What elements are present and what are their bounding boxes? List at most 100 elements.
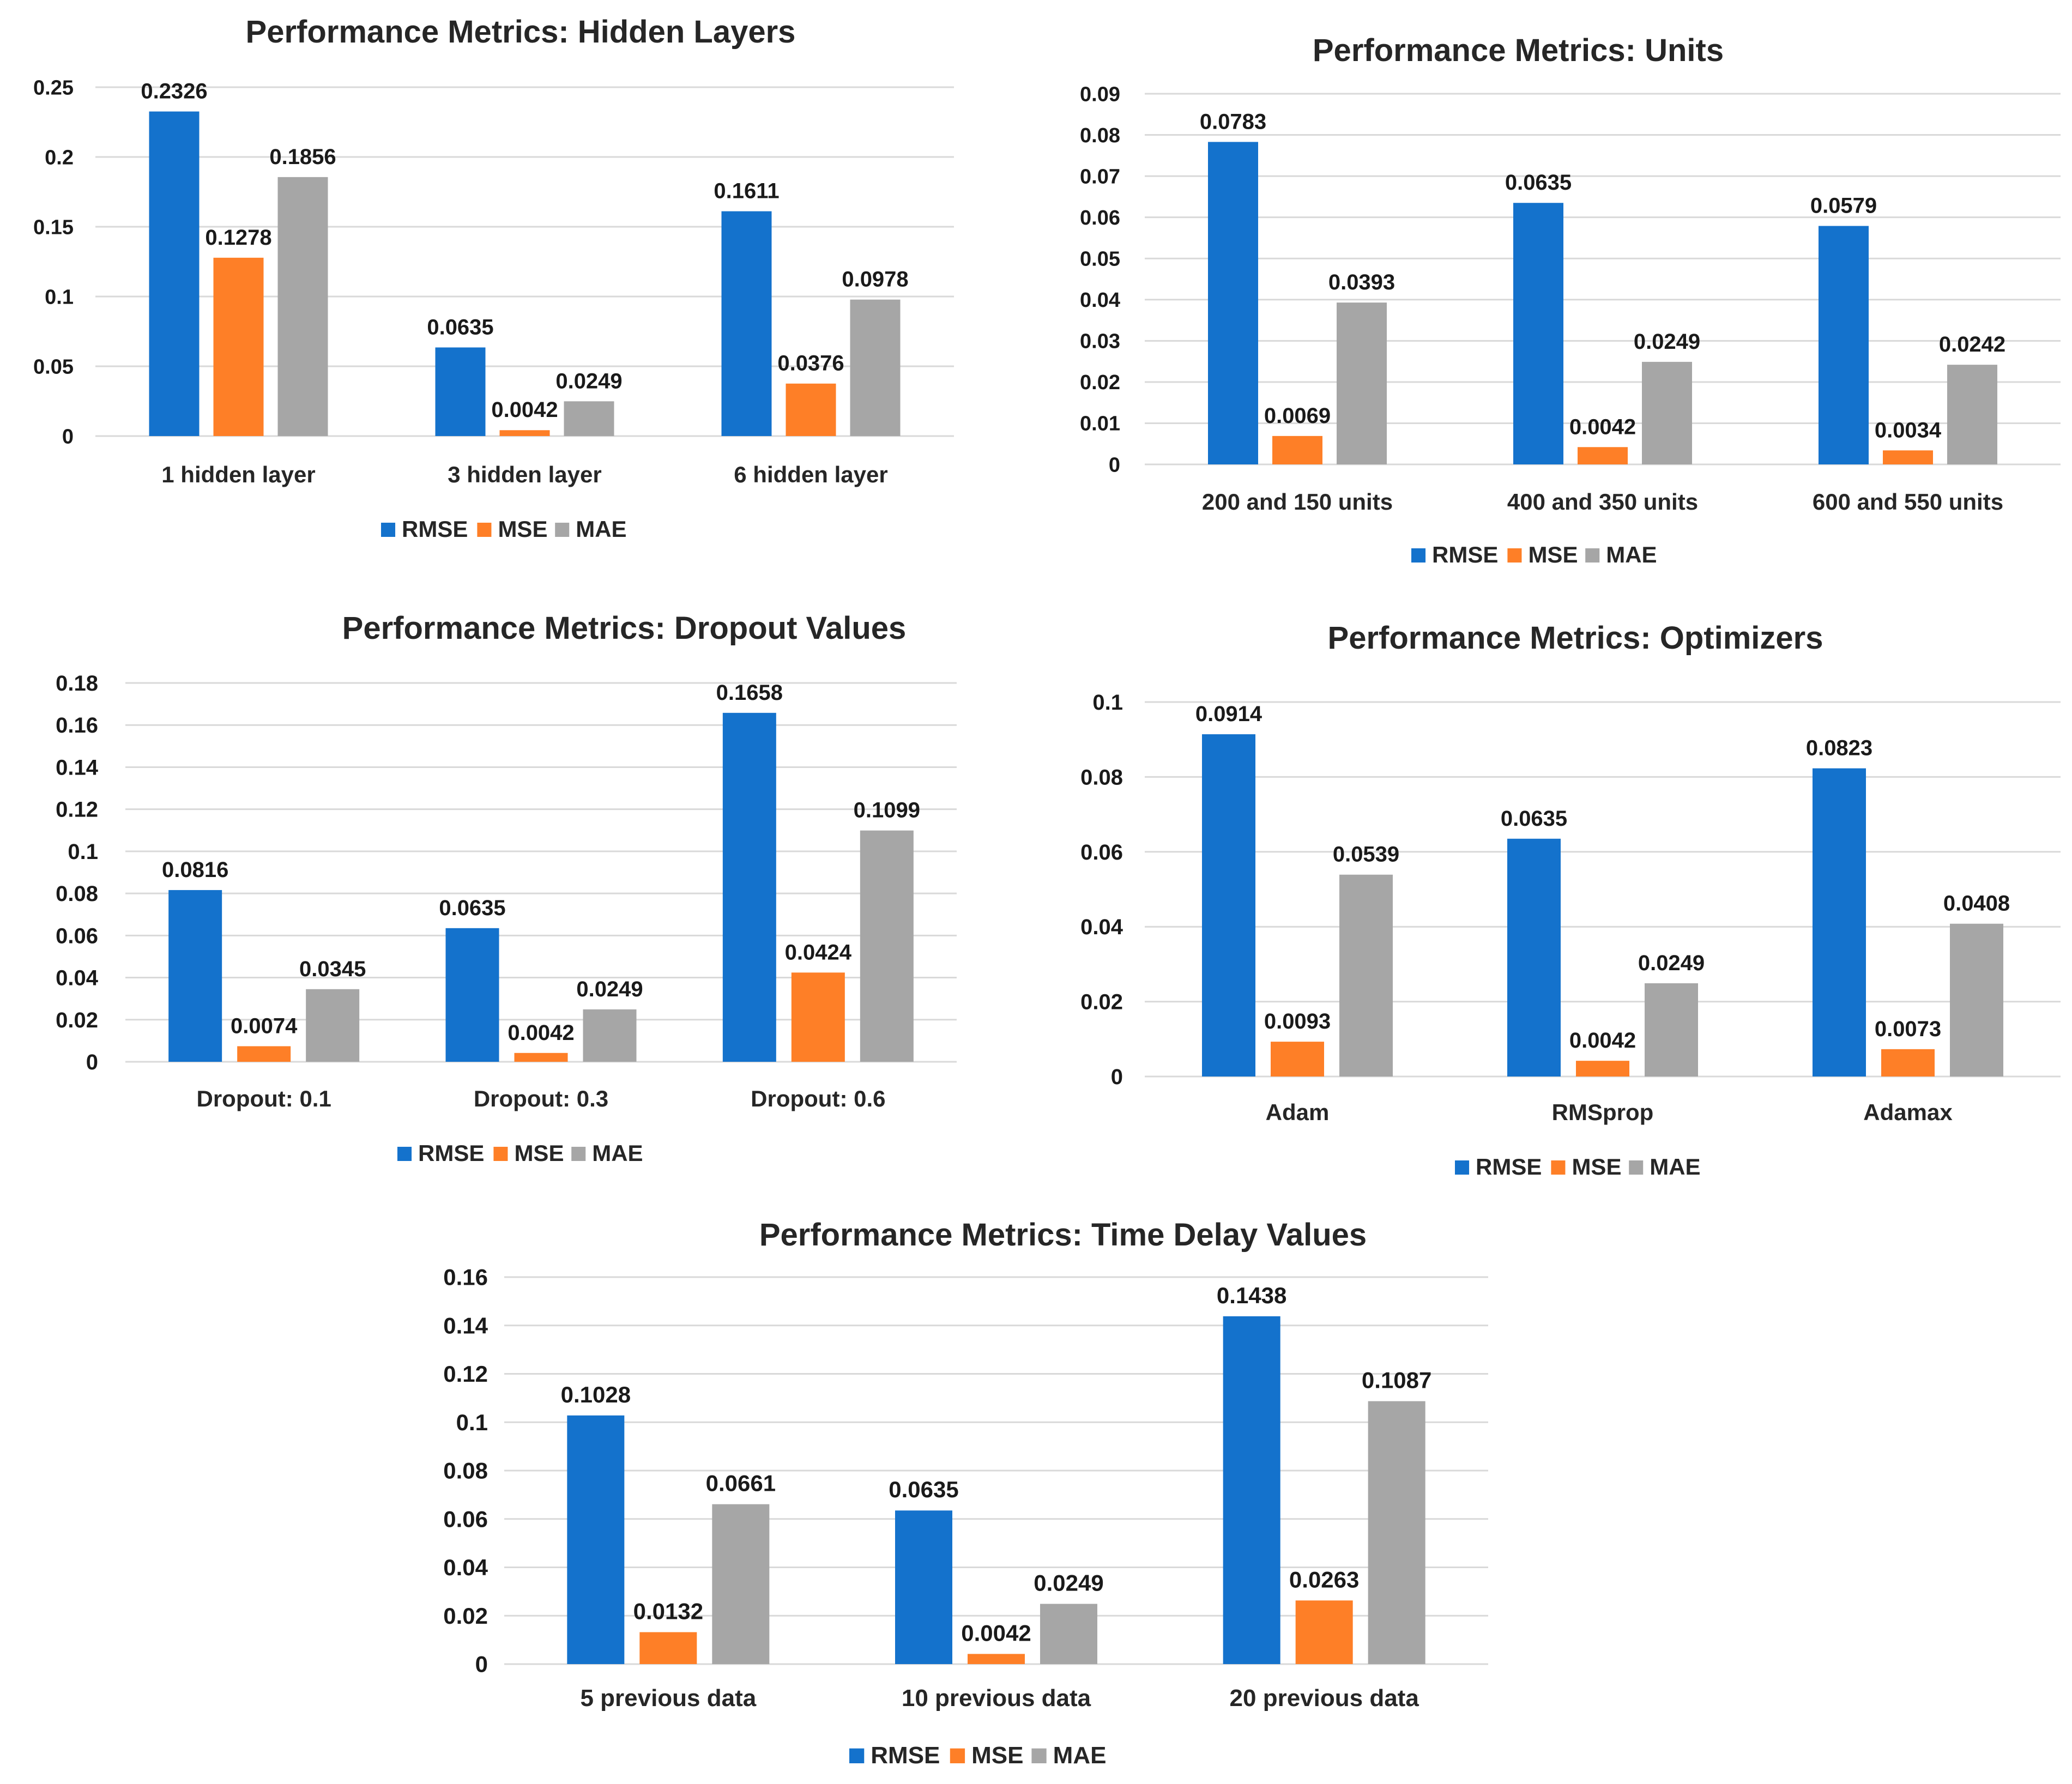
bar-mae-400-and-350-units xyxy=(1642,361,1692,464)
chart-svg: Performance Metrics: Time Delay Values 0 0… xyxy=(443,1217,1488,1769)
data-label-rmse-dropout-0-1: 0.0816 xyxy=(162,858,228,882)
legend-swatch-rmse xyxy=(397,1146,412,1161)
legend-label-mse: MSE xyxy=(971,1742,1023,1769)
bar-mae-adamax xyxy=(1950,923,2003,1077)
bar-mse-10-previous-data xyxy=(968,1654,1025,1664)
y-tick-label: 0.14 xyxy=(56,755,99,779)
y-tick-label: 0.06 xyxy=(443,1506,488,1532)
data-label-mse-adam: 0.0093 xyxy=(1264,1009,1331,1033)
data-label-mae-1-hidden-layer: 0.1856 xyxy=(269,145,336,169)
legend-swatch-rmse xyxy=(381,522,396,537)
y-tick-label: 0.14 xyxy=(443,1313,488,1338)
y-tick-label: 0.05 xyxy=(33,355,74,378)
y-tick-label: 0 xyxy=(475,1652,488,1677)
y-tick-label: 0.04 xyxy=(56,966,99,990)
y-tick-label: 0.02 xyxy=(56,1008,98,1032)
x-category-label: 200 and 150 units xyxy=(1202,489,1393,515)
x-category-label: Dropout: 0.1 xyxy=(197,1086,331,1111)
legend-label-mse: MSE xyxy=(1528,542,1578,567)
y-tick-label: 0.16 xyxy=(443,1265,488,1290)
data-label-rmse-1-hidden-layer: 0.2326 xyxy=(141,80,207,104)
bar-rmse-200-and-150-units xyxy=(1208,142,1258,464)
y-tick-label: 0.09 xyxy=(1080,83,1120,106)
legend: RMSE MSE MAE xyxy=(397,1140,643,1166)
legend-swatch-mae xyxy=(1585,548,1600,563)
legend-swatch-mse xyxy=(950,1748,965,1763)
bar-mae-dropout-0-6 xyxy=(860,830,914,1062)
legend-swatch-mse xyxy=(1507,548,1522,563)
y-tick-label: 0.08 xyxy=(56,882,98,906)
bar-rmse-dropout-0-6 xyxy=(722,712,776,1062)
bar-rmse-dropout-0-1 xyxy=(168,890,222,1062)
x-category-label: Dropout: 0.3 xyxy=(474,1086,608,1111)
bar-mse-400-and-350-units xyxy=(1578,447,1628,464)
legend: RMSE MSE MAE xyxy=(849,1742,1106,1769)
chart-units: Performance Metrics: Units 0 0.01 0.02 0.03 0… xyxy=(1036,22,2072,594)
data-label-rmse-adamax: 0.0823 xyxy=(1806,736,1872,760)
bar-rmse-3-hidden-layer xyxy=(435,347,486,436)
chart-svg: Performance Metrics: Optimizers 0 0.02 0.04… xyxy=(1080,620,2061,1180)
data-label-mse-dropout-0-6: 0.0424 xyxy=(785,940,852,964)
data-label-rmse-400-and-350-units: 0.0635 xyxy=(1505,171,1572,195)
y-tick-label: 0.06 xyxy=(56,924,98,948)
y-tick-label: 0.07 xyxy=(1080,165,1120,188)
bar-mse-dropout-0-3 xyxy=(514,1053,568,1062)
data-label-mse-rmsprop: 0.0042 xyxy=(1569,1029,1636,1053)
data-label-rmse-dropout-0-3: 0.0635 xyxy=(439,896,505,920)
legend-label-mae: MAE xyxy=(1053,1742,1107,1769)
y-tick-label: 0.1 xyxy=(1092,691,1123,715)
legend-swatch-mse xyxy=(493,1146,508,1161)
data-label-mse-6-hidden-layer: 0.0376 xyxy=(777,352,844,376)
y-tick-label: 0 xyxy=(62,425,74,448)
x-category-label: Adam xyxy=(1266,1099,1330,1125)
y-tick-label: 0.25 xyxy=(33,76,74,99)
y-tick-label: 0.08 xyxy=(443,1458,488,1484)
x-category-label: Adamax xyxy=(1863,1099,1953,1125)
legend-label-mse: MSE xyxy=(1572,1154,1621,1180)
y-tick-label: 0.16 xyxy=(56,713,98,737)
data-label-mae-10-previous-data: 0.0249 xyxy=(1034,1570,1103,1596)
y-tick-label: 0.08 xyxy=(1080,124,1120,147)
chart-svg: Performance Metrics: Dropout Values 0 0.02… xyxy=(56,610,957,1166)
chart-title: Performance Metrics: Units xyxy=(1313,33,1724,68)
y-tick-label: 0.01 xyxy=(1080,413,1120,436)
bar-mse-5-previous-data xyxy=(639,1632,697,1664)
bar-rmse-adamax xyxy=(1813,768,1866,1077)
legend-label-mae: MAE xyxy=(1650,1154,1700,1180)
x-category-label: RMSprop xyxy=(1552,1099,1654,1125)
bar-rmse-dropout-0-3 xyxy=(445,928,499,1062)
legend-swatch-mse xyxy=(477,522,492,537)
bar-mse-3-hidden-layer xyxy=(499,430,550,436)
legend-swatch-rmse xyxy=(1411,548,1426,563)
data-label-mae-400-and-350-units: 0.0249 xyxy=(1634,330,1700,354)
bar-mae-dropout-0-1 xyxy=(306,989,360,1062)
legend-swatch-rmse xyxy=(849,1748,865,1763)
data-label-rmse-5-previous-data: 0.1028 xyxy=(561,1382,631,1407)
bar-mse-dropout-0-6 xyxy=(791,972,845,1062)
x-category-label: 5 previous data xyxy=(580,1685,756,1712)
chart-title: Performance Metrics: Time Delay Values xyxy=(759,1217,1367,1253)
y-tick-label: 0.12 xyxy=(443,1361,488,1387)
legend-swatch-rmse xyxy=(1455,1160,1470,1175)
chart-hidden-layers: Performance Metrics: Hidden Layers 0 0.05 0… xyxy=(0,0,981,567)
bar-rmse-1-hidden-layer xyxy=(149,111,200,436)
chart-title: Performance Metrics: Hidden Layers xyxy=(246,14,796,50)
data-label-mse-600-and-550-units: 0.0034 xyxy=(1875,418,1942,442)
data-label-rmse-6-hidden-layer: 0.1611 xyxy=(714,179,779,203)
y-tick-label: 0.15 xyxy=(33,216,74,239)
y-tick-label: 0.04 xyxy=(1080,915,1123,939)
legend-swatch-mae xyxy=(571,1146,586,1161)
bar-mse-20-previous-data xyxy=(1295,1600,1353,1664)
bar-mae-5-previous-data xyxy=(712,1504,770,1664)
data-label-rmse-10-previous-data: 0.0635 xyxy=(889,1477,958,1502)
data-label-mae-20-previous-data: 0.1087 xyxy=(1362,1368,1431,1393)
bar-mae-600-and-550-units xyxy=(1947,365,1997,464)
bar-mae-6-hidden-layer xyxy=(850,299,901,436)
data-label-mae-dropout-0-1: 0.0345 xyxy=(299,957,366,981)
y-tick-label: 0.02 xyxy=(1080,990,1123,1014)
legend-label-rmse: RMSE xyxy=(871,1742,940,1769)
bar-rmse-rmsprop xyxy=(1507,838,1561,1077)
y-tick-label: 0.03 xyxy=(1080,330,1120,353)
data-label-rmse-20-previous-data: 0.1438 xyxy=(1217,1283,1286,1308)
bar-mse-rmsprop xyxy=(1576,1061,1629,1077)
